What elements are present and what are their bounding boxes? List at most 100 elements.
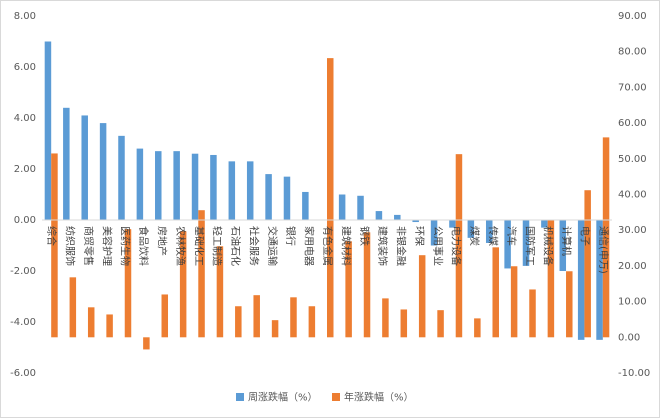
bar: [124, 229, 132, 338]
y2-tick-label: 20.00: [618, 261, 647, 272]
y-tick-label: -6.00: [10, 368, 36, 379]
bar: [69, 277, 77, 338]
x-tick-label: 有色金属: [321, 226, 334, 266]
bar: [577, 220, 585, 340]
bar: [246, 161, 254, 220]
bar: [345, 241, 352, 338]
bar: [210, 154, 217, 220]
y2-tick-label: 40.00: [618, 190, 647, 201]
bar: [179, 231, 187, 338]
x-tick-label: 交通运输: [266, 226, 279, 266]
y2-tick-label: 30.00: [618, 225, 647, 236]
bar: [253, 295, 260, 338]
x-tick-label: 煤炭: [468, 226, 481, 246]
bar: [504, 220, 511, 269]
x-tick-label: 计算机: [560, 226, 573, 256]
bar: [455, 154, 463, 338]
x-tick-label: 农林牧渔: [174, 226, 187, 266]
x-tick-label: 非银金融: [395, 226, 408, 266]
bar: [382, 298, 389, 338]
x-tick-label: 传媒: [486, 226, 498, 246]
y2-tick-label: 80.00: [618, 47, 647, 58]
bar: [228, 161, 236, 220]
y2-tick-label: -10.00: [618, 368, 650, 379]
y-tick-label: 4.00: [14, 113, 36, 124]
x-tick-label: 国防军工: [523, 226, 536, 266]
bar: [191, 153, 199, 220]
x-tick-label: 公用事业: [431, 226, 444, 266]
bar: [596, 220, 603, 340]
bar: [283, 176, 291, 220]
x-tick-label: 建筑材料: [339, 226, 352, 266]
x-tick-label: 环保: [413, 226, 426, 246]
bar: [216, 246, 224, 338]
bar: [566, 271, 573, 338]
bar: [173, 151, 180, 220]
x-tick-label: 食品饮料: [137, 226, 150, 266]
y-tick-label: -4.00: [10, 317, 36, 328]
bar: [81, 115, 88, 220]
x-tick-label: 社会服务: [247, 226, 260, 266]
legend-label: 年涨跌幅（%）: [344, 391, 414, 404]
bar: [492, 247, 499, 338]
bar: [265, 174, 272, 220]
bar: [357, 195, 364, 220]
x-tick-label: 电力设备: [450, 226, 463, 266]
bar: [87, 307, 95, 338]
bar: [529, 289, 536, 338]
bar: [51, 153, 58, 338]
x-tick-label: 通信(申万): [597, 226, 610, 274]
x-tick-label: 综合: [45, 226, 58, 246]
bar: [118, 135, 125, 220]
bar: [155, 151, 162, 220]
legend-swatch: [332, 393, 340, 401]
bar: [430, 220, 438, 246]
bar: [547, 220, 555, 338]
y-tick-label: -2.00: [10, 266, 36, 277]
bar: [63, 107, 70, 220]
bar: [198, 210, 205, 338]
bar: [602, 137, 610, 338]
x-tick-label: 机械设备: [542, 226, 555, 266]
x-tick-label: 纺织服饰: [64, 226, 77, 266]
bar: [485, 220, 493, 243]
bar: [302, 191, 309, 220]
bar: [418, 255, 426, 338]
x-tick-label: 家用电器: [303, 226, 316, 266]
bar: [327, 58, 334, 338]
legend-swatch: [236, 393, 244, 401]
y2-tick-label: 60.00: [618, 118, 647, 129]
bar: [584, 190, 591, 338]
bar: [510, 266, 518, 338]
x-tick-label: 石油石化: [229, 226, 242, 266]
bar: [474, 318, 481, 338]
x-tick-label: 钢铁: [358, 226, 371, 246]
bar: [363, 232, 371, 338]
y2-tick-label: 90.00: [618, 11, 647, 22]
bar: [559, 220, 567, 271]
bar: [161, 294, 169, 338]
bar: [449, 220, 456, 228]
bar: [394, 214, 401, 220]
legend-label: 周涨跌幅（%）: [248, 391, 318, 404]
bar: [437, 310, 444, 338]
bar: [99, 123, 107, 220]
x-tick-label: 银行: [284, 226, 297, 246]
bar: [106, 314, 113, 338]
y2-tick-label: 0.00: [618, 332, 640, 343]
bar: [235, 306, 242, 338]
bar: [143, 337, 150, 350]
x-tick-label: 美容护理: [100, 226, 113, 266]
x-tick-label: 商贸零售: [82, 226, 95, 266]
bar: [522, 220, 530, 266]
bar: [136, 148, 144, 220]
bar: [271, 320, 279, 338]
x-tick-label: 房地产: [156, 226, 169, 256]
bar: [467, 220, 475, 238]
bar: [375, 211, 383, 220]
y2-tick-label: 10.00: [618, 297, 647, 308]
bar: [290, 297, 297, 338]
x-tick-label: 建筑装饰: [376, 226, 389, 266]
